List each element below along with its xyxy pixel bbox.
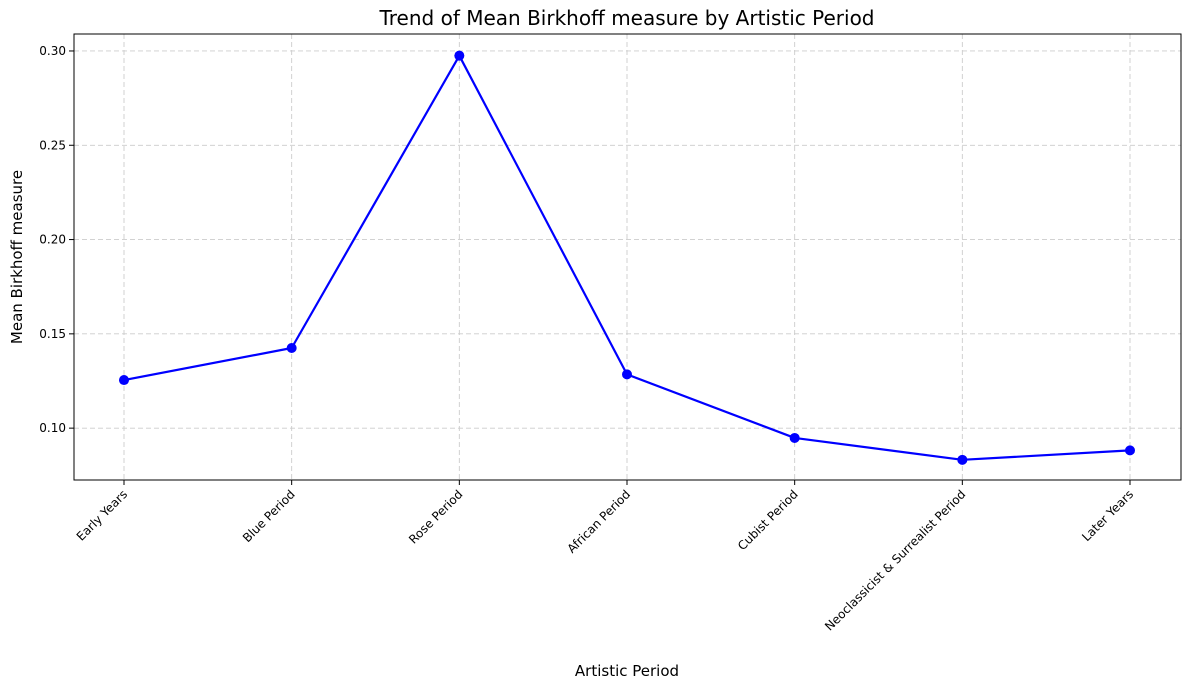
y-tick-label: 0.25	[39, 138, 66, 152]
y-tick-label: 0.10	[39, 421, 66, 435]
y-axis: 0.10 0.15 0.20 0.25 0.30	[39, 44, 74, 435]
data-point	[957, 454, 968, 465]
data-point	[789, 432, 800, 443]
x-axis: Early Years Blue Period Rose Period African…	[74, 480, 1136, 634]
x-tick-label: Neoclassicist & Surrealist Period	[822, 487, 968, 633]
x-tick-label: Rose Period	[406, 487, 465, 546]
plot-frame	[73, 33, 1182, 481]
data-point	[119, 375, 129, 386]
data-point	[286, 342, 297, 353]
grid	[74, 34, 1181, 480]
x-tick-label: Later Years	[1079, 487, 1136, 544]
x-axis-label: Artistic Period	[575, 662, 679, 680]
series-layer	[119, 50, 1135, 465]
data-point	[454, 50, 465, 61]
data-point	[622, 369, 632, 380]
y-axis-label: Mean Birkhoff measure	[8, 170, 26, 344]
x-tick-label: Early Years	[74, 487, 130, 543]
y-tick-label: 0.20	[39, 233, 66, 247]
y-tick-label: 0.30	[39, 44, 66, 58]
x-tick-label: African Period	[564, 487, 633, 556]
y-tick-label: 0.15	[39, 327, 66, 341]
data-point	[1125, 445, 1135, 456]
x-tick-label: Blue Period	[240, 487, 298, 545]
x-tick-label: Cubist Period	[735, 487, 801, 553]
chart-title: Trend of Mean Birkhoff measure by Artist…	[378, 6, 874, 30]
